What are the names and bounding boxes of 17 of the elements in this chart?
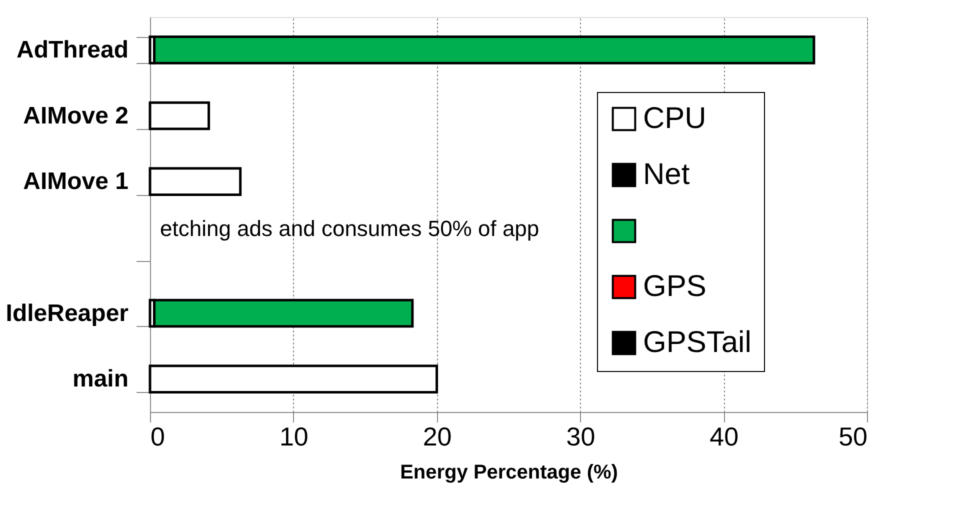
x-tick-label: 50 — [838, 422, 868, 452]
y-tick-label: AdThread — [16, 36, 128, 64]
x-tick-label: 20 — [422, 422, 452, 452]
legend-label: GPSTail — [643, 326, 752, 359]
x-axis-title: Energy Percentage (%) — [400, 462, 618, 484]
y-tick-label: IdleReaper — [6, 300, 128, 327]
legend-label: CPU — [643, 102, 706, 135]
x-tick-label: 40 — [710, 422, 739, 452]
y-tick-label: AIMove 2 — [23, 102, 128, 130]
y-tick-label: main — [72, 366, 128, 393]
annotation: etching ads and consumes 50% of app — [160, 216, 540, 241]
x-tick-label: 30 — [566, 422, 596, 452]
legend-label: Net — [643, 158, 690, 191]
x-tick-label: 0 — [150, 422, 165, 452]
y-tick-label: AIMove 1 — [23, 168, 128, 196]
x-tick-label: 10 — [279, 422, 308, 452]
legend-label: GPS — [643, 270, 706, 303]
